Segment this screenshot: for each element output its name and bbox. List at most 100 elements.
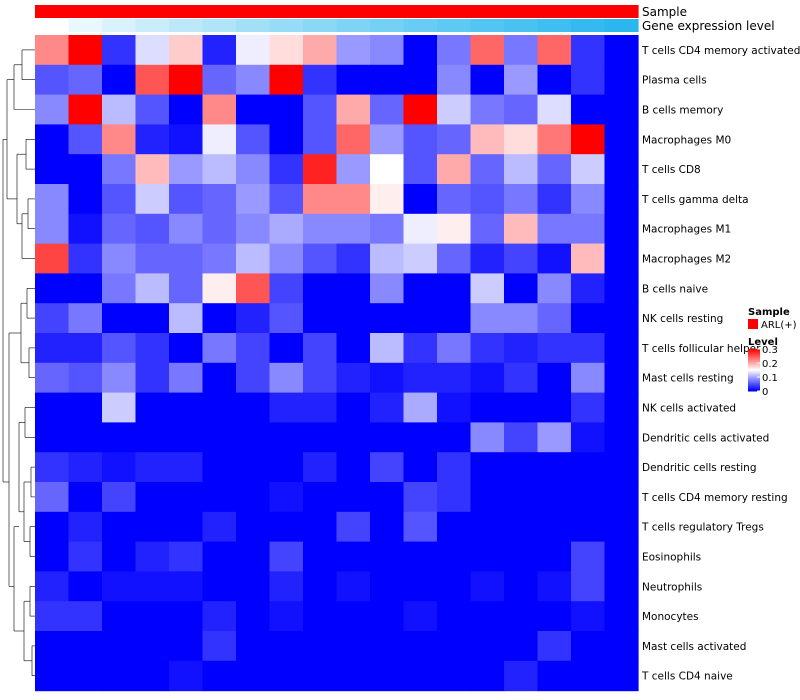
heatmap-cell — [403, 392, 438, 423]
heatmap-cell — [169, 422, 204, 453]
heatmap-cell — [68, 482, 103, 513]
heatmap-cell — [604, 631, 639, 662]
heatmap-cell — [135, 184, 170, 215]
heatmap-cell — [135, 571, 170, 602]
heatmap-cell — [68, 392, 103, 423]
legend-level-gradient-step — [748, 359, 760, 361]
legend-level-gradient-step — [748, 387, 760, 389]
heatmap-cell — [370, 94, 405, 125]
heatmap-cell — [102, 303, 137, 334]
heatmap-cell — [202, 64, 237, 96]
heatmap-cell — [236, 541, 271, 572]
heatmap-cell — [303, 124, 338, 155]
heatmap-cell — [35, 303, 70, 334]
heatmap-cell — [102, 482, 137, 513]
heatmap-cell — [236, 213, 271, 245]
heatmap-cell — [470, 362, 505, 394]
heatmap-cell — [604, 154, 639, 185]
heatmap-cell — [604, 601, 639, 632]
heatmap-cell — [169, 511, 204, 543]
sample-annotation-cell — [202, 5, 237, 18]
heatmap-cell — [470, 660, 505, 692]
heatmap-cell — [403, 213, 438, 245]
legend-level-gradient-step — [748, 381, 760, 383]
heatmap-cell — [303, 541, 338, 572]
sample-annotation-cell — [604, 5, 639, 18]
heatmap-cell — [135, 94, 170, 125]
heatmap-cell — [303, 184, 338, 215]
heatmap-cell — [102, 333, 137, 364]
heatmap-cell — [35, 243, 70, 274]
heatmap-cell — [403, 243, 438, 274]
heatmap-cell — [135, 601, 170, 632]
heatmap-cell — [437, 184, 472, 215]
row-label: T cells CD4 memory activated — [641, 45, 800, 57]
heatmap-cell — [470, 482, 505, 513]
sample-annotation-cell — [303, 5, 338, 18]
heatmap-cell — [437, 511, 472, 543]
heatmap-cell — [135, 511, 170, 543]
row-label: Macrophages M0 — [642, 134, 731, 146]
heatmap-cell — [68, 511, 103, 543]
heatmap-cell — [604, 482, 639, 513]
heatmap-cell — [102, 124, 137, 155]
expression-annotation-cell — [202, 19, 237, 32]
heatmap-cell — [504, 571, 539, 602]
heatmap-cell — [604, 273, 639, 304]
heatmap-cell — [370, 511, 405, 543]
expression-annotation-cell — [537, 19, 572, 32]
heatmap-cell — [370, 243, 405, 274]
heatmap-cell — [537, 154, 572, 185]
heatmap-cell — [169, 362, 204, 394]
heatmap-cell — [169, 213, 204, 245]
heatmap-cell — [269, 94, 304, 125]
heatmap-cell — [336, 571, 371, 602]
expression-annotation-cell — [571, 19, 606, 32]
heatmap-cell — [269, 392, 304, 423]
sample-annotation-cell — [135, 5, 170, 18]
heatmap-cell — [504, 154, 539, 185]
heatmap-cell — [303, 273, 338, 304]
heatmap-cell — [336, 35, 371, 66]
heatmap-cell — [370, 333, 405, 364]
heatmap-cell — [504, 362, 539, 394]
row-label: T cells CD4 naive — [641, 671, 733, 683]
heatmap-cell — [537, 273, 572, 304]
legend-level-gradient-step — [748, 383, 760, 385]
heatmap-cell — [169, 482, 204, 513]
heatmap-cell — [68, 124, 103, 155]
row-label: Mast cells activated — [642, 641, 746, 653]
heatmap-cell — [269, 273, 304, 304]
sample-annotation-cell — [470, 5, 505, 18]
heatmap-cell — [202, 243, 237, 274]
heatmap-cell — [571, 303, 606, 334]
heatmap-cell — [370, 273, 405, 304]
legend-level-gradient-step — [748, 379, 760, 381]
heatmap-cell — [202, 184, 237, 215]
heatmap-cell — [135, 392, 170, 423]
heatmap-cell — [437, 124, 472, 155]
heatmap-cell — [604, 422, 639, 453]
legend-level-gradient-step — [748, 353, 760, 355]
heatmap-cell — [135, 482, 170, 513]
heatmap-cell — [336, 541, 371, 572]
heatmap-cell — [202, 362, 237, 394]
heatmap-cell — [135, 660, 170, 692]
heatmap-cell — [537, 213, 572, 245]
heatmap-cell — [571, 273, 606, 304]
heatmap-cell — [236, 422, 271, 453]
heatmap-cell — [537, 392, 572, 423]
legend-level-gradient-step — [748, 364, 760, 366]
heatmap-cell — [504, 64, 539, 96]
heatmap-cell — [604, 64, 639, 96]
heatmap-cell — [537, 333, 572, 364]
heatmap-cell — [470, 154, 505, 185]
heatmap-cell — [470, 35, 505, 66]
sample-annotation-cell — [68, 5, 103, 18]
heatmap-cell — [202, 660, 237, 692]
heatmap-cell — [537, 94, 572, 125]
heatmap-cell — [470, 184, 505, 215]
heatmap-cell — [35, 422, 70, 453]
heatmap-cell — [336, 452, 371, 483]
heatmap-cell — [269, 422, 304, 453]
